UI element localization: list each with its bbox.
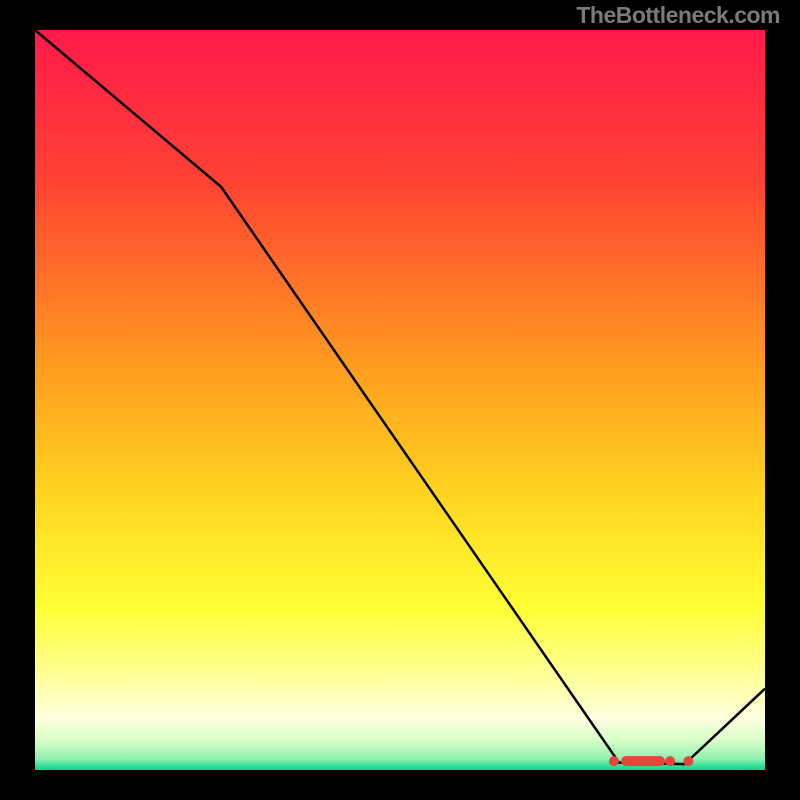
chart-svg bbox=[0, 0, 800, 800]
marker-0 bbox=[609, 756, 619, 766]
marker-3 bbox=[683, 756, 693, 766]
marker-1 bbox=[621, 756, 665, 766]
gradient-background bbox=[35, 30, 765, 770]
marker-2 bbox=[665, 756, 675, 766]
chart-container: TheBottleneck.com bbox=[0, 0, 800, 800]
